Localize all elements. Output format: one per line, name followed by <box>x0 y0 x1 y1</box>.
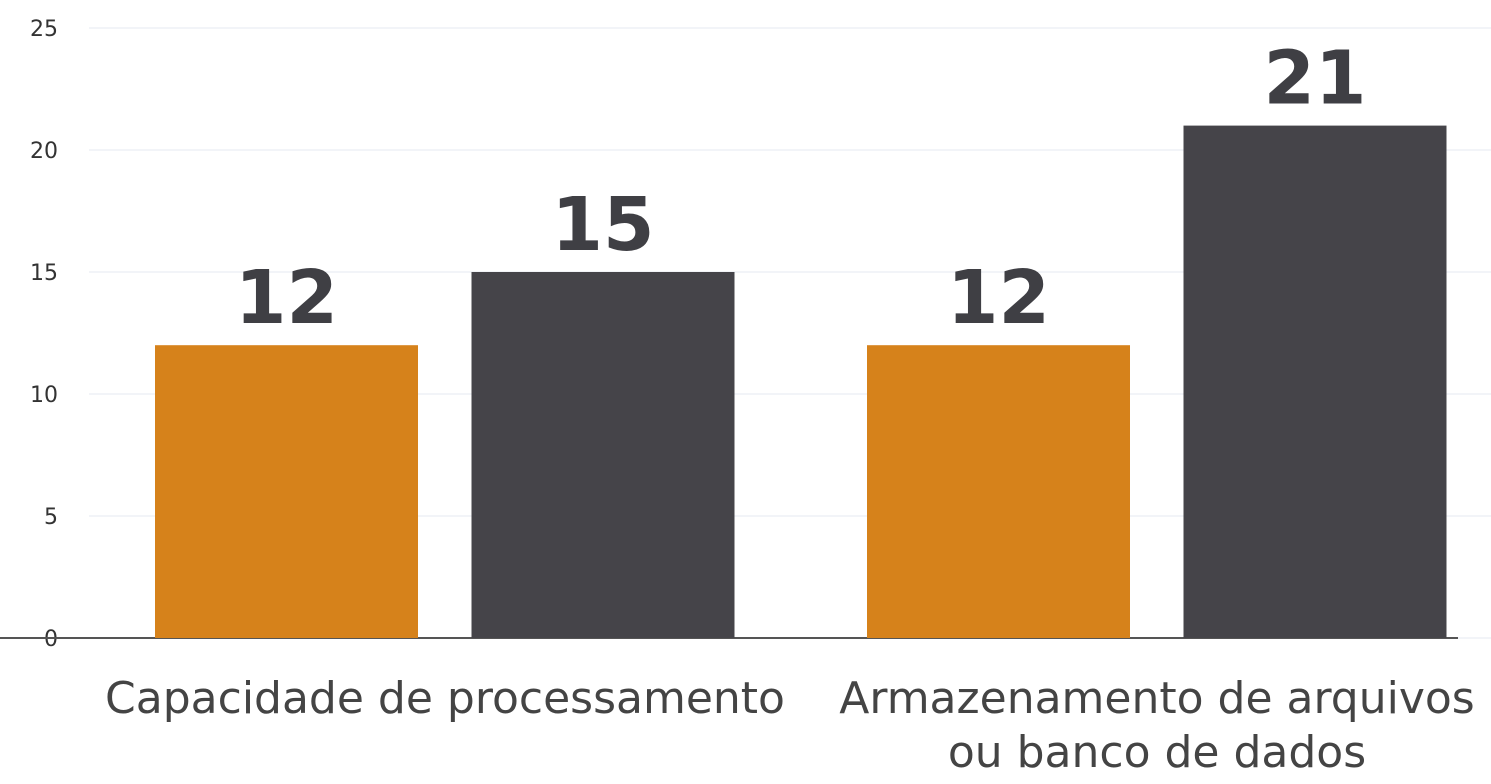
y-tick-label: 25 <box>30 17 58 42</box>
bar <box>867 345 1130 638</box>
y-tick-label: 10 <box>30 383 58 408</box>
data-label: 12 <box>235 255 338 341</box>
y-tick-label: 15 <box>30 261 58 286</box>
bar <box>155 345 418 638</box>
x-tick-label: Capacidade de processamento <box>105 673 785 724</box>
data-label: 12 <box>947 255 1050 341</box>
x-tick-label: Armazenamento de arquivos ou banco de da… <box>839 673 1475 778</box>
y-tick-label: 5 <box>44 505 58 530</box>
y-tick-label: 20 <box>30 139 58 164</box>
bar <box>1183 125 1447 639</box>
data-label: 15 <box>552 182 655 268</box>
bar <box>471 272 735 638</box>
data-label: 21 <box>1264 36 1367 122</box>
y-tick-label: 0 <box>44 627 58 652</box>
